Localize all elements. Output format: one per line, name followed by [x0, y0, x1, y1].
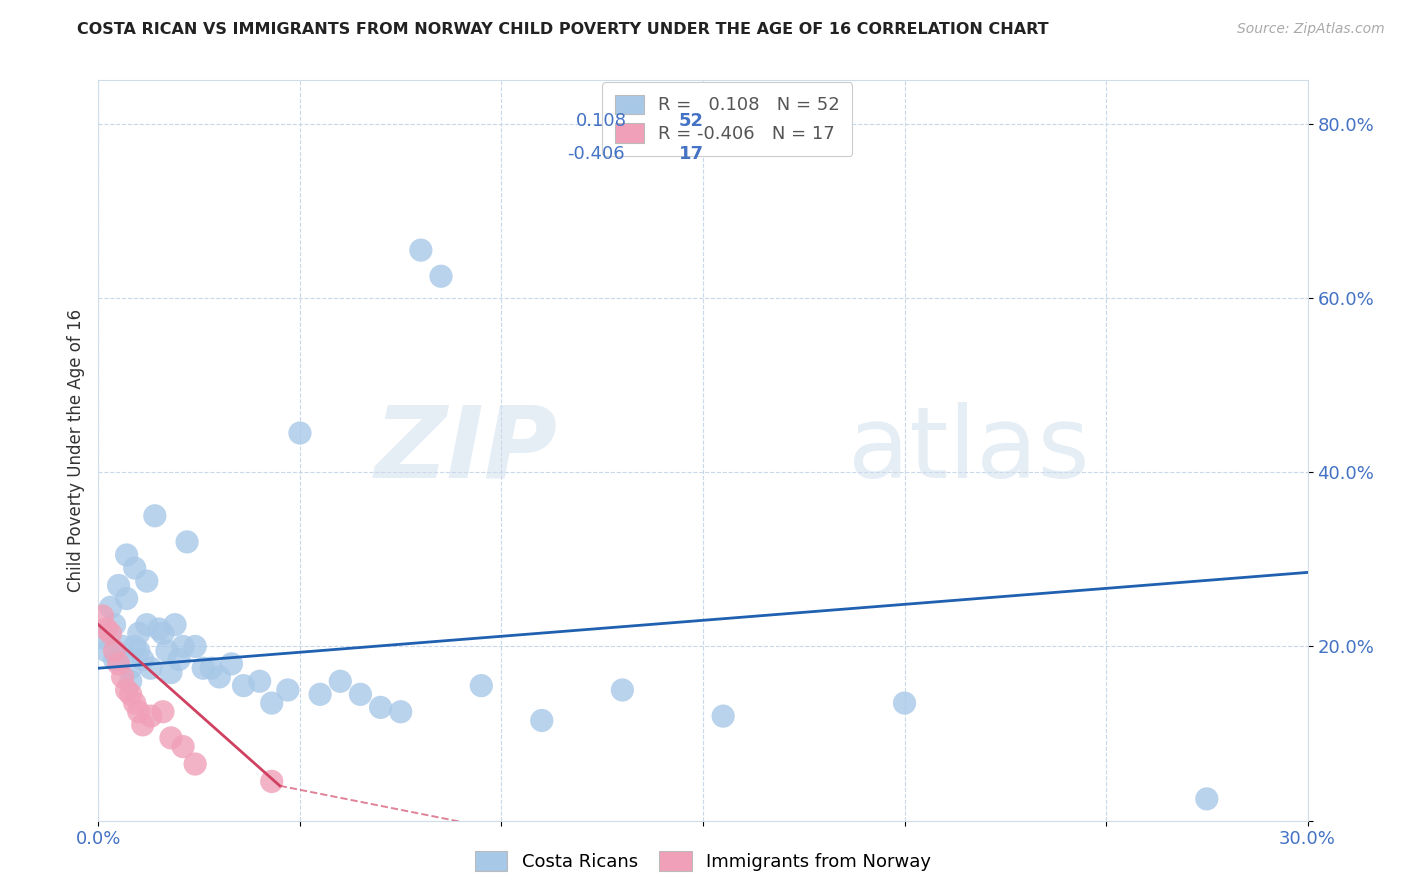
Point [96, 644, 118, 658]
Text: 52: 52 [679, 112, 704, 130]
Point [103, 644, 125, 658]
Legend: R =   0.108   N = 52, R = -0.406   N = 17: R = 0.108 N = 52, R = -0.406 N = 17 [602, 82, 852, 156]
Point [470, 679, 492, 693]
Point [128, 644, 150, 658]
Point [249, 674, 271, 689]
Point [132, 718, 155, 732]
Point [232, 679, 254, 693]
Point [530, 714, 553, 728]
Point [288, 425, 311, 440]
Point [160, 731, 183, 745]
Point [103, 652, 125, 666]
Text: 17: 17 [679, 145, 704, 163]
Point [120, 687, 142, 701]
Point [260, 774, 283, 789]
Point [124, 640, 146, 654]
Point [111, 640, 134, 654]
Point [139, 661, 162, 675]
Point [135, 574, 157, 588]
Text: ZIP: ZIP [375, 402, 558, 499]
Point [107, 578, 129, 592]
Point [329, 674, 352, 689]
Point [100, 600, 122, 615]
Point [143, 508, 166, 523]
Point [184, 757, 207, 772]
Point [152, 626, 174, 640]
Text: 0.108: 0.108 [576, 112, 627, 130]
Point [124, 696, 146, 710]
Point [135, 617, 157, 632]
Point [409, 243, 432, 257]
Point [132, 652, 155, 666]
Point [107, 657, 129, 671]
Point [115, 591, 138, 606]
Point [120, 661, 142, 675]
Point [148, 622, 170, 636]
Point [115, 548, 138, 562]
Point [430, 269, 453, 284]
Point [184, 640, 207, 654]
Point [309, 687, 332, 701]
Point [103, 617, 125, 632]
Point [163, 617, 186, 632]
Point [91, 631, 114, 645]
Point [711, 709, 734, 723]
Text: COSTA RICAN VS IMMIGRANTS FROM NORWAY CHILD POVERTY UNDER THE AGE OF 16 CORRELAT: COSTA RICAN VS IMMIGRANTS FROM NORWAY CH… [77, 22, 1049, 37]
Point [128, 705, 150, 719]
Y-axis label: Child Poverty Under the Age of 16: Child Poverty Under the Age of 16 [66, 309, 84, 592]
Point [91, 609, 114, 624]
Point [208, 670, 231, 684]
Point [612, 683, 634, 698]
Point [172, 640, 194, 654]
Point [370, 700, 392, 714]
Point [349, 687, 371, 701]
Point [221, 657, 243, 671]
Point [277, 683, 299, 698]
Point [172, 739, 194, 754]
Point [96, 622, 118, 636]
Point [100, 626, 122, 640]
Point [893, 696, 915, 710]
Point [156, 644, 179, 658]
Point [200, 661, 222, 675]
Legend: Costa Ricans, Immigrants from Norway: Costa Ricans, Immigrants from Norway [467, 844, 939, 879]
Text: atlas: atlas [848, 402, 1090, 499]
Point [111, 670, 134, 684]
Point [193, 661, 215, 675]
Text: Source: ZipAtlas.com: Source: ZipAtlas.com [1237, 22, 1385, 37]
Text: -0.406: -0.406 [568, 145, 626, 163]
Point [176, 535, 198, 549]
Point [152, 705, 174, 719]
Point [120, 674, 142, 689]
Point [1195, 792, 1218, 806]
Point [107, 652, 129, 666]
Point [389, 705, 412, 719]
Point [124, 561, 146, 575]
Point [115, 683, 138, 698]
Point [167, 652, 190, 666]
Point [139, 709, 162, 723]
Point [128, 626, 150, 640]
Point [260, 696, 283, 710]
Point [160, 665, 183, 680]
